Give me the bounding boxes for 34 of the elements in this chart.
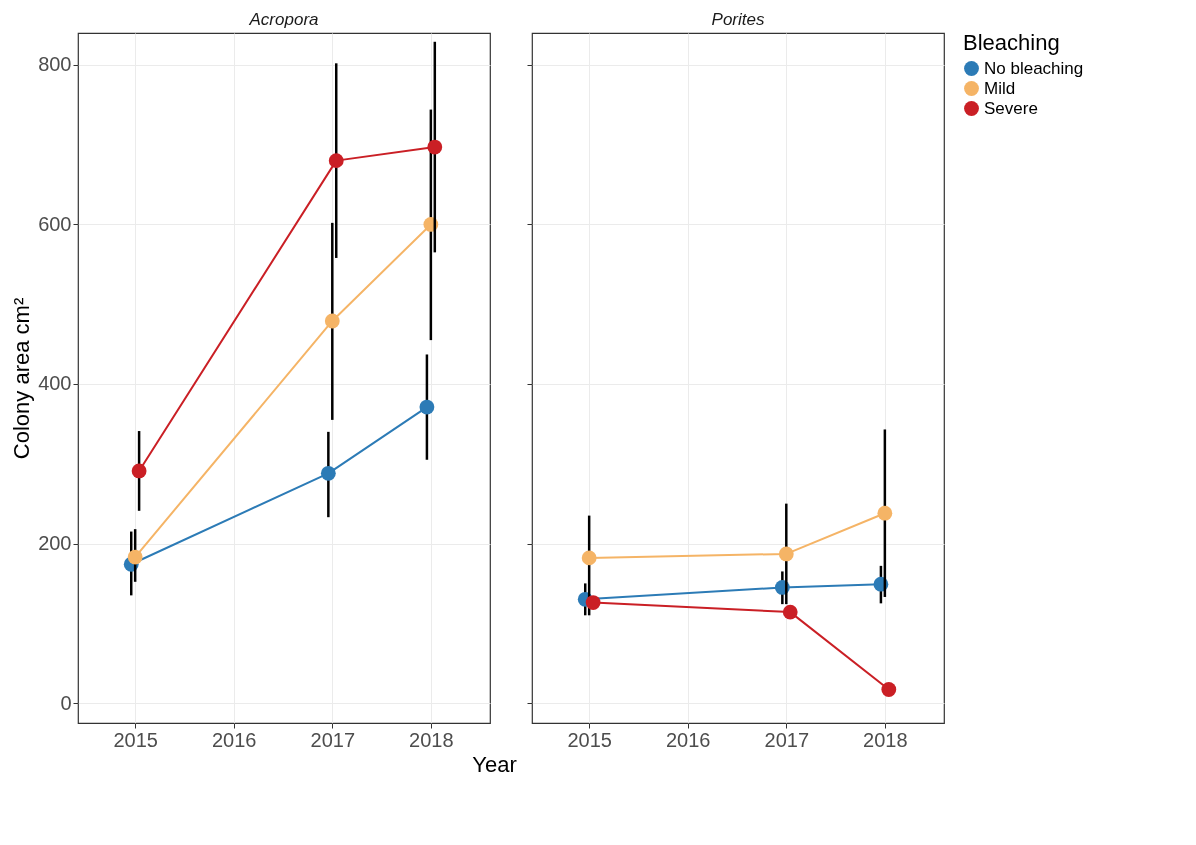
x-tick-label: 2016 — [665, 728, 711, 751]
x-tick-label: 2016 — [211, 728, 257, 751]
chart-title: Porites — [711, 10, 765, 29]
x-tick-label: 2015 — [567, 728, 612, 751]
legend-label: No bleaching — [984, 58, 1084, 78]
x-tick-label: 2017 — [764, 728, 810, 751]
x-tick-label: 2018 — [863, 728, 908, 751]
point — [127, 549, 143, 565]
y-tick-label: 0 — [60, 691, 72, 714]
point — [131, 463, 147, 479]
y-axis-title: Colony area cm² — [9, 297, 35, 460]
chart-title: Acropora — [248, 10, 319, 29]
point — [782, 604, 798, 620]
x-tick-label: 2015 — [113, 728, 158, 751]
y-tick-label: 800 — [38, 53, 72, 76]
point — [427, 139, 443, 155]
point — [324, 313, 340, 329]
point — [877, 505, 893, 521]
y-tick-label: 200 — [38, 532, 72, 555]
point — [778, 546, 794, 562]
x-axis-title: Year — [472, 751, 517, 777]
y-tick-label: 600 — [38, 212, 72, 235]
x-tick-label: 2018 — [409, 728, 454, 751]
point — [328, 153, 344, 169]
x-tick-label: 2017 — [310, 728, 356, 751]
point — [320, 465, 336, 481]
point — [581, 550, 597, 566]
legend-title: Bleaching — [963, 30, 1060, 55]
y-tick-label: 400 — [38, 372, 72, 395]
point — [881, 682, 897, 697]
legend-label: Severe — [984, 98, 1038, 118]
point — [585, 595, 601, 610]
legend-label: Mild — [984, 78, 1016, 98]
point — [419, 399, 435, 415]
